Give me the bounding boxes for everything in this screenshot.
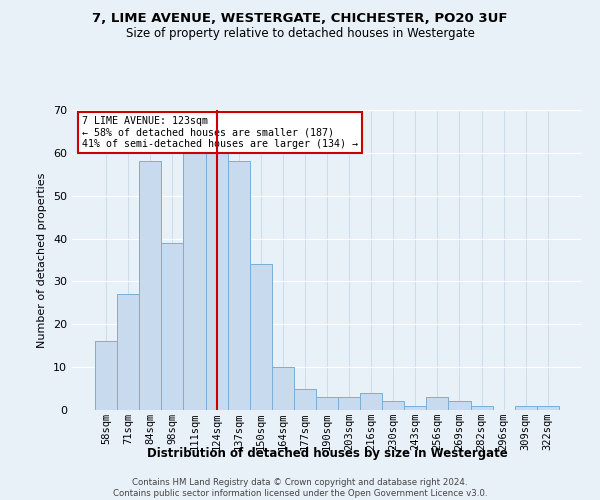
Bar <box>184 132 206 410</box>
Text: Contains HM Land Registry data © Crown copyright and database right 2024.
Contai: Contains HM Land Registry data © Crown c… <box>113 478 487 498</box>
Bar <box>250 264 272 410</box>
Bar <box>227 162 250 410</box>
Bar <box>161 243 184 410</box>
Bar <box>427 397 448 410</box>
Text: 7 LIME AVENUE: 123sqm
← 58% of detached houses are smaller (187)
41% of semi-det: 7 LIME AVENUE: 123sqm ← 58% of detached … <box>82 116 358 149</box>
Bar <box>139 162 161 410</box>
Text: Size of property relative to detached houses in Westergate: Size of property relative to detached ho… <box>125 28 475 40</box>
Bar <box>448 402 470 410</box>
Bar <box>515 406 537 410</box>
Text: 7, LIME AVENUE, WESTERGATE, CHICHESTER, PO20 3UF: 7, LIME AVENUE, WESTERGATE, CHICHESTER, … <box>92 12 508 26</box>
Bar <box>206 132 227 410</box>
Bar <box>382 402 404 410</box>
Text: Distribution of detached houses by size in Westergate: Distribution of detached houses by size … <box>146 448 508 460</box>
Bar <box>537 406 559 410</box>
Bar <box>272 367 294 410</box>
Bar <box>95 342 117 410</box>
Bar <box>294 388 316 410</box>
Bar <box>316 397 338 410</box>
Bar <box>404 406 427 410</box>
Bar <box>338 397 360 410</box>
Y-axis label: Number of detached properties: Number of detached properties <box>37 172 47 348</box>
Bar <box>470 406 493 410</box>
Bar <box>360 393 382 410</box>
Bar <box>117 294 139 410</box>
